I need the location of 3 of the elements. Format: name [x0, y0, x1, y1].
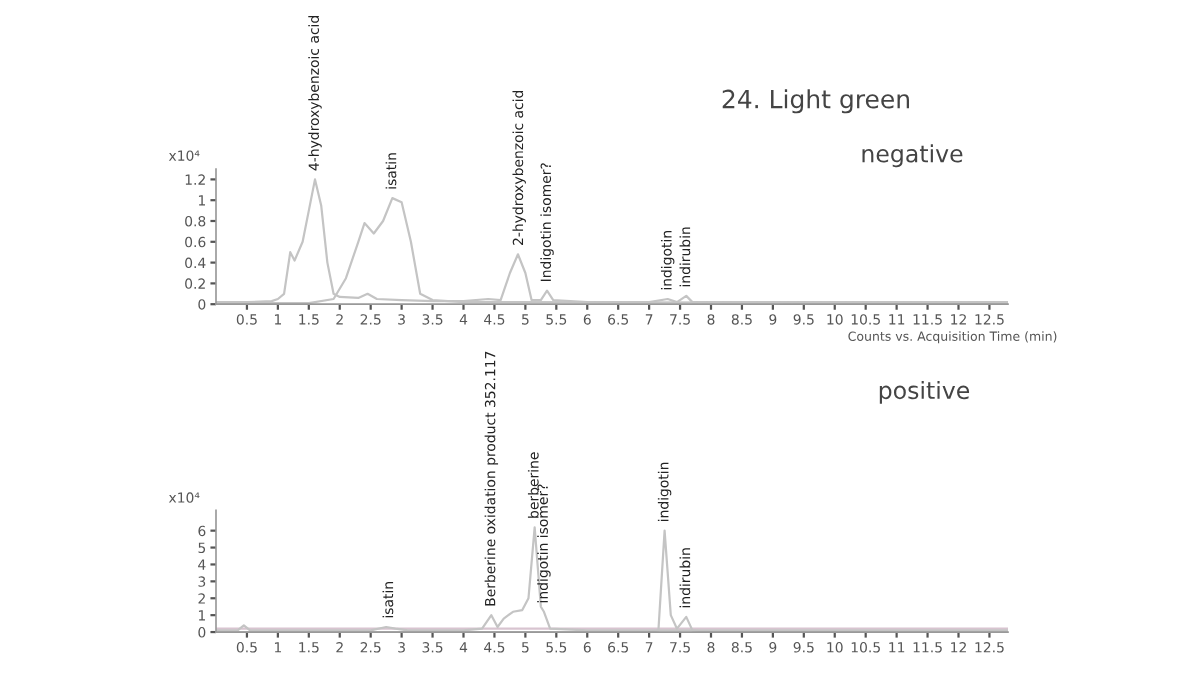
chart-title: 24. Light green: [722, 89, 909, 114]
chart-title: positive: [879, 380, 970, 404]
chart-subtitle: negative: [862, 144, 963, 168]
